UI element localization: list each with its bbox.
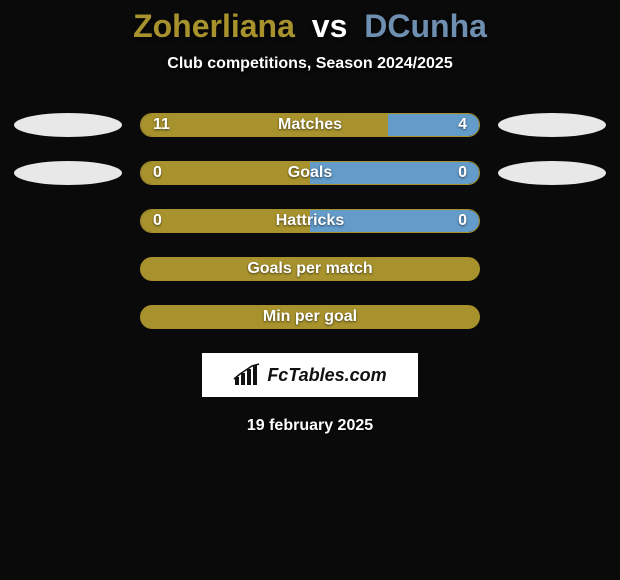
stat-value-left: 0 [153,212,162,230]
comparison-widget: Zoherliana vs DCunha Club competitions, … [0,0,620,435]
stat-value-right: 0 [458,164,467,182]
ellipse-p1-matches [14,113,122,137]
date-label: 19 february 2025 [247,417,373,435]
stat-bar-matches: 11 4 Matches [140,113,480,137]
stat-bar-goals-per-match: Goals per match [140,257,480,281]
page-title: Zoherliana vs DCunha [133,8,487,45]
stat-value-right: 4 [458,116,467,134]
stat-bar-hattricks: 0 0 Hattricks [140,209,480,233]
stats-list: 11 4 Matches 0 0 Goals 0 0 Hattricks [0,113,620,329]
stat-label: Min per goal [263,308,357,326]
stat-value-left: 0 [153,164,162,182]
stat-row-hattricks: 0 0 Hattricks [0,209,620,233]
stat-value-left: 11 [153,116,170,134]
stat-row-matches: 11 4 Matches [0,113,620,137]
stat-row-mpg: Min per goal [0,305,620,329]
subtitle: Club competitions, Season 2024/2025 [167,55,452,73]
stat-row-goals: 0 0 Goals [0,161,620,185]
brand-link[interactable]: FcTables.com [202,353,418,397]
ellipse-p1-goals [14,161,122,185]
stat-label: Goals per match [247,260,372,278]
stat-value-right: 0 [458,212,467,230]
stat-bar-goals: 0 0 Goals [140,161,480,185]
ellipse-p2-matches [498,113,606,137]
ellipse-p2-goals [498,161,606,185]
brand-text: FcTables.com [267,365,386,386]
player2-name: DCunha [364,8,487,44]
player1-name: Zoherliana [133,8,295,44]
vs-label: vs [312,8,348,44]
stat-bar-min-per-goal: Min per goal [140,305,480,329]
stat-row-gpm: Goals per match [0,257,620,281]
bar-chart-icon [233,363,261,387]
